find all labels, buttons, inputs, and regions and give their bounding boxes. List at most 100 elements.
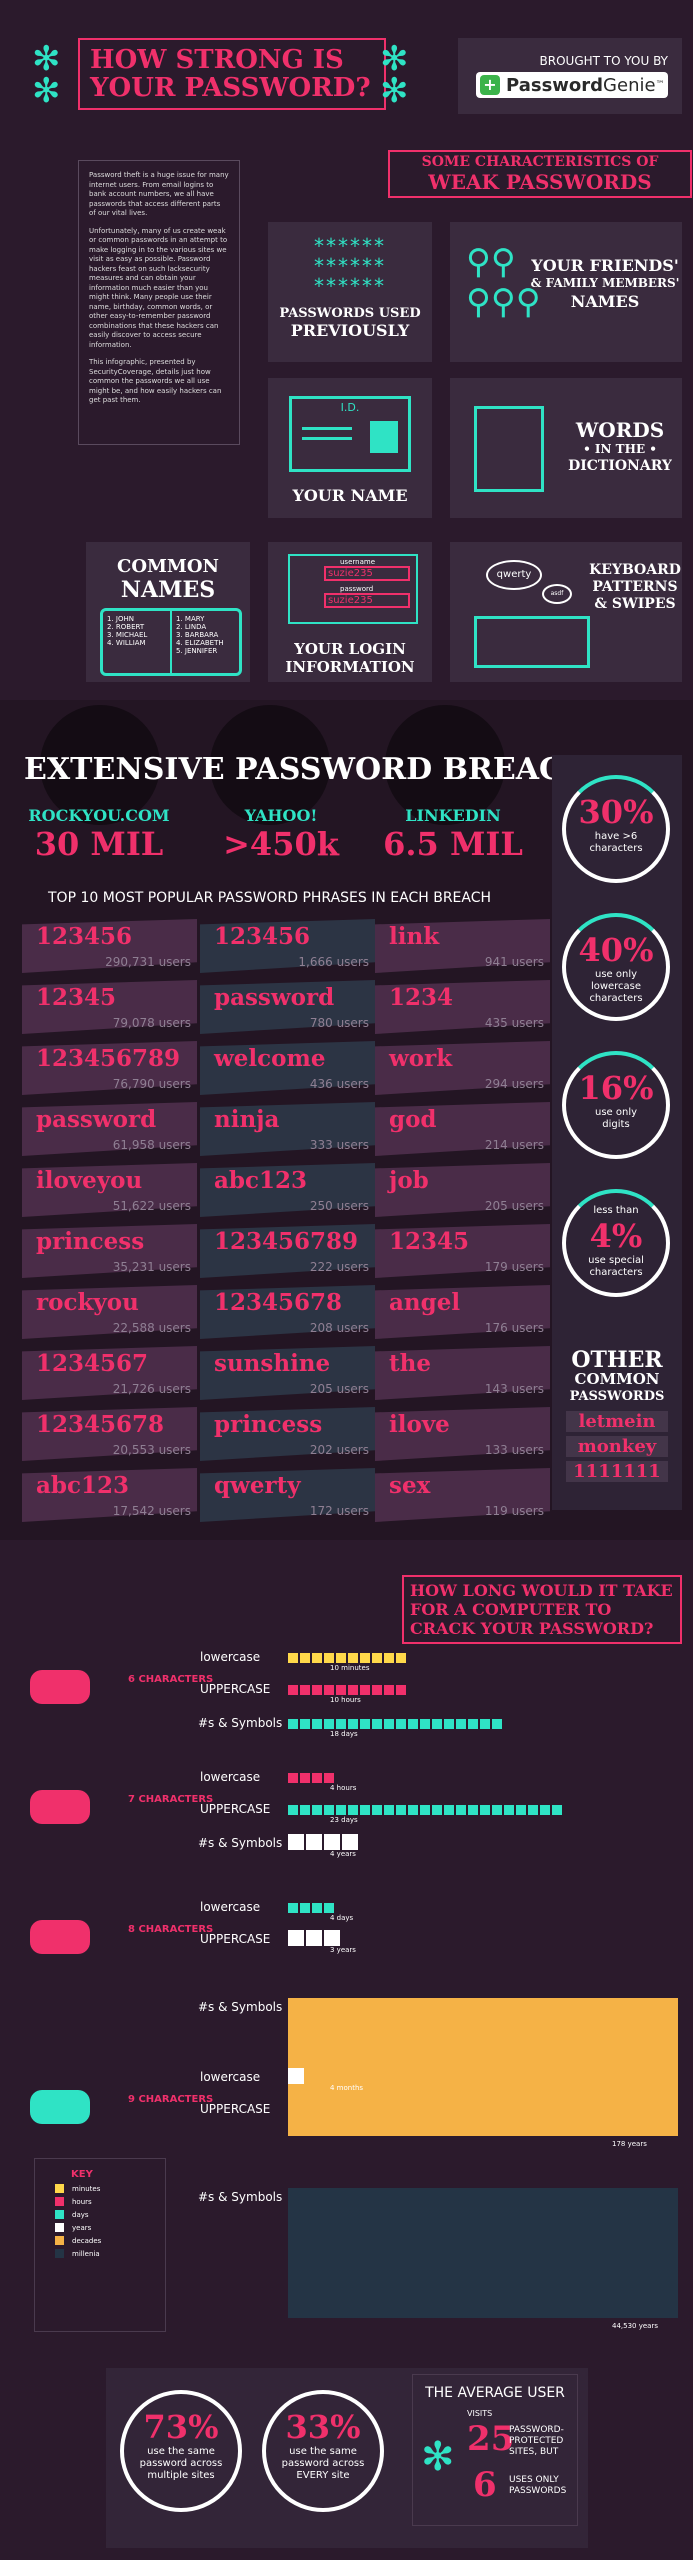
stat-label: use special characters xyxy=(588,1255,644,1278)
breach-subheading: TOP 10 MOST POPULAR PASSWORD PHRASES IN … xyxy=(48,890,492,906)
stat-label: use the same password across EVERY site xyxy=(281,2446,365,2481)
decor-circle xyxy=(40,705,160,825)
breach-row: 1234567 21,726 users xyxy=(22,1342,197,1403)
avg-heading: THE AVERAGE USER xyxy=(425,2385,565,2401)
speech-bubble: asdf xyxy=(542,584,572,604)
key-label: hours xyxy=(72,2197,92,2206)
breach-row: 12345 79,078 users xyxy=(22,976,197,1037)
panel-label: YOUR NAME xyxy=(292,486,408,505)
crack-time-label: 4 days xyxy=(330,1914,354,1922)
row-band xyxy=(200,1407,375,1461)
breach-row: sunshine 205 users xyxy=(200,1342,375,1403)
password-phrase: 123456 xyxy=(214,923,311,950)
key-item: hours xyxy=(55,2197,165,2206)
row-band xyxy=(375,1163,550,1217)
decor-circle xyxy=(210,705,330,825)
password-phrase: abc123 xyxy=(214,1167,307,1194)
panel-label: WORDS xyxy=(575,418,665,442)
panel-common-names: COMMON NAMES 1. JOHN 2. ROBERT 3. MICHAE… xyxy=(86,542,250,682)
weak-heading-line-1: SOME CHARACTERISTICS OF xyxy=(421,154,659,170)
panel-login: username suzie235 password suzie235 YOUR… xyxy=(268,542,432,682)
weak-heading: SOME CHARACTERISTICS OF WEAK PASSWORDS xyxy=(388,150,692,198)
username-label: username xyxy=(340,558,375,566)
row-band xyxy=(375,1102,550,1156)
user-count: 222 users xyxy=(309,1260,369,1274)
plus-icon: + xyxy=(480,75,500,95)
ray-gun-icon xyxy=(30,2090,90,2124)
keyboard-icon xyxy=(474,616,590,668)
panel-label: NAMES xyxy=(570,292,640,311)
user-count: 436 users xyxy=(309,1077,369,1091)
password-phrase: abc123 xyxy=(36,1472,129,1499)
charset-label: #s & Symbols xyxy=(198,1836,283,1850)
breach-row: work 294 users xyxy=(375,1037,550,1098)
brand-logo[interactable]: + Password Genie ™ xyxy=(476,72,668,98)
password-phrase: sex xyxy=(389,1472,431,1499)
panel-keyboard: qwerty asdf KEYBOARD PATTERNS & SWIPES xyxy=(450,542,682,682)
breach-row: ilove 133 users xyxy=(375,1403,550,1464)
password-label: password xyxy=(340,585,374,593)
breach-row: password 61,958 users xyxy=(22,1098,197,1159)
password-phrase: 1234567 xyxy=(36,1350,149,1377)
breach-row: 1234 435 users xyxy=(375,976,550,1037)
panel-label: NAMES xyxy=(120,577,216,603)
other-passwords-box: OTHER COMMON PASSWORDS letmein monkey 11… xyxy=(552,1335,682,1510)
key-swatch xyxy=(55,2197,64,2206)
characters-label: 7 CHARACTERS xyxy=(128,1794,214,1805)
breach-row: password 780 users xyxy=(200,976,375,1037)
panel-label: & SWIPES xyxy=(594,596,676,612)
brand-name: Password xyxy=(506,74,604,96)
breach-row: abc123 250 users xyxy=(200,1159,375,1220)
key-label: minutes xyxy=(72,2184,101,2193)
breach-row: link 941 users xyxy=(375,915,550,976)
row-band xyxy=(375,1224,550,1278)
avg-visits: VISITS xyxy=(467,2409,493,2418)
key-label: decades xyxy=(72,2236,102,2245)
row-band xyxy=(375,1285,550,1339)
panel-label: YOUR FRIENDS' xyxy=(531,256,679,275)
row-band xyxy=(200,1224,375,1278)
user-count: 17,542 users xyxy=(112,1504,191,1518)
crack-time-label: 178 years xyxy=(612,2140,647,2148)
password-phrase: job xyxy=(389,1167,429,1194)
panel-label: YOUR LOGIN xyxy=(294,640,406,658)
charset-label: lowercase xyxy=(200,2070,261,2084)
key-swatch xyxy=(55,2184,64,2193)
crack-bar xyxy=(288,1930,342,1950)
password-field: suzie235 xyxy=(324,593,410,608)
charset-label: UPPERCASE xyxy=(200,2102,271,2116)
user-count: 294 users xyxy=(484,1077,544,1091)
charset-label: #s & Symbols xyxy=(198,2000,283,2014)
user-count: 22,588 users xyxy=(112,1321,191,1335)
password-phrase: welcome xyxy=(214,1045,326,1072)
row-band xyxy=(200,919,375,973)
crack-time-label: 10 hours xyxy=(330,1696,361,1704)
breach-row: welcome 436 users xyxy=(200,1037,375,1098)
panel-your-name: I.D. YOUR NAME xyxy=(268,378,432,518)
other-heading: COMMON xyxy=(574,1370,660,1388)
crack-bar xyxy=(288,2100,678,2136)
row-band xyxy=(375,1468,550,1522)
username-field: suzie235 xyxy=(324,566,410,581)
characters-label: 6 CHARACTERS xyxy=(128,1674,214,1685)
crack-time-label: 3 years xyxy=(330,1946,356,1954)
avg-number: 25 xyxy=(467,2419,515,2459)
decor-circle xyxy=(385,705,505,825)
characters-label: 9 CHARACTERS xyxy=(128,2094,214,2105)
password-phrase: princess xyxy=(36,1228,145,1255)
row-band xyxy=(375,919,550,973)
breach-site: ROCKYOU.COM 30 MIL xyxy=(24,806,174,863)
snowflake-icon: ✻ xyxy=(32,71,61,111)
user-count: 1,666 users xyxy=(298,955,369,969)
password-phrase: 123456789 xyxy=(36,1045,181,1072)
breach-site: YAHOO! >450k xyxy=(206,806,356,863)
user-count: 76,790 users xyxy=(112,1077,191,1091)
row-band xyxy=(200,1468,375,1522)
row-band xyxy=(22,1041,197,1095)
site-count: 6.5 MIL xyxy=(383,825,523,863)
user-count: 79,078 users xyxy=(112,1016,191,1030)
row-band xyxy=(22,1407,197,1461)
user-count: 172 users xyxy=(309,1504,369,1518)
breach-row: 123456789 76,790 users xyxy=(22,1037,197,1098)
stat-value: 4% xyxy=(589,1217,643,1255)
